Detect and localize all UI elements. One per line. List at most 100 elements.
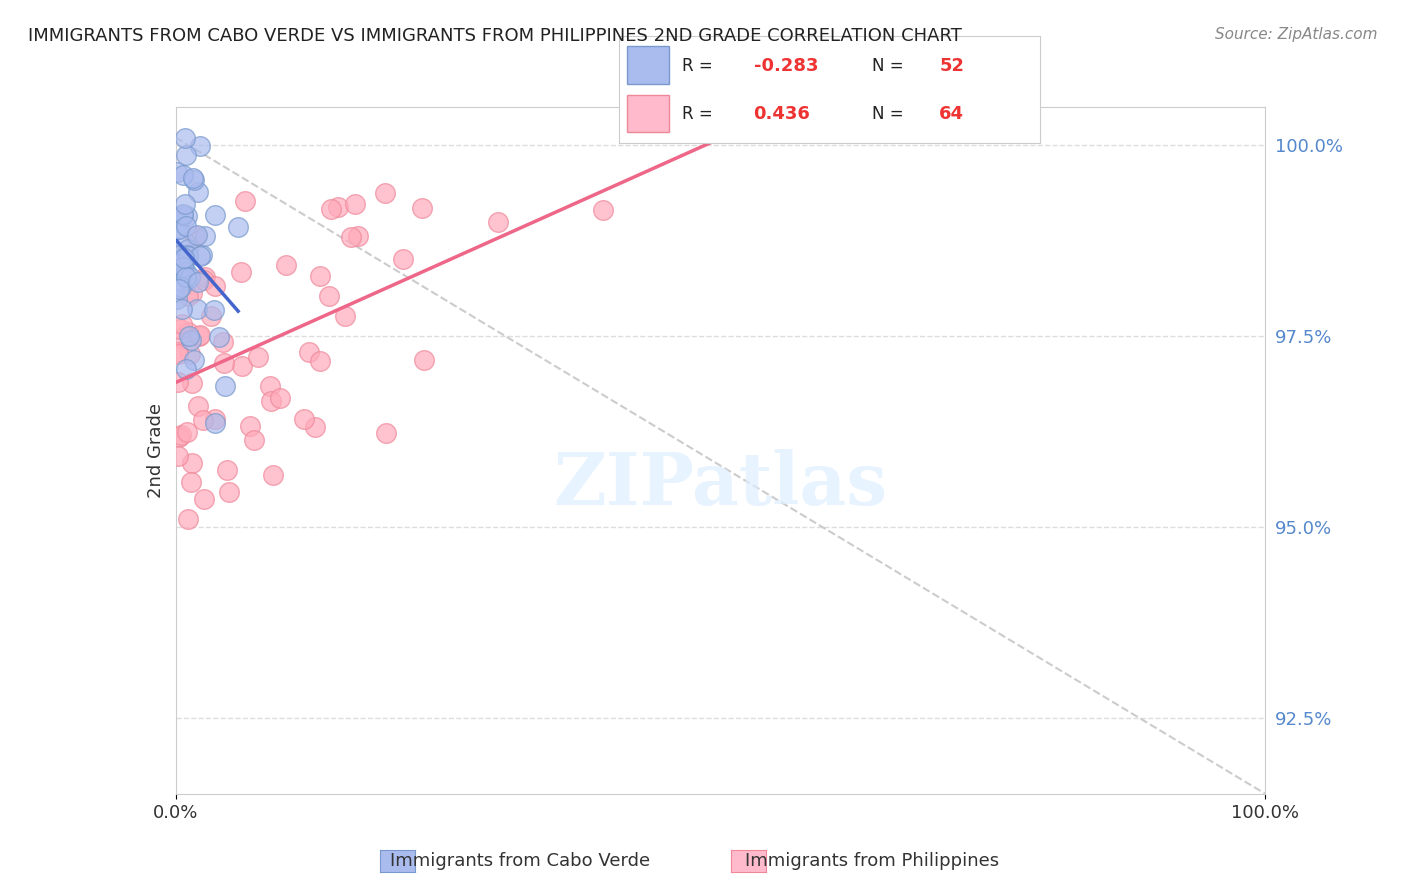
Point	[347, 229, 370, 244]
Point	[592, 203, 614, 218]
Point	[412, 353, 434, 368]
Point	[319, 202, 342, 217]
Point	[167, 347, 190, 361]
Point	[172, 168, 194, 182]
Point	[392, 252, 415, 266]
Point	[204, 412, 226, 426]
Point	[179, 347, 201, 361]
Point	[374, 186, 396, 201]
Point	[328, 200, 350, 214]
Point	[231, 359, 253, 373]
Point	[344, 197, 367, 211]
Point	[180, 475, 202, 490]
Point	[186, 228, 208, 243]
Point	[308, 354, 330, 368]
Point	[169, 248, 191, 262]
Point	[173, 251, 195, 265]
Point	[214, 356, 236, 370]
Point	[167, 331, 190, 345]
Point	[193, 270, 215, 285]
Point	[177, 325, 200, 339]
Point	[191, 248, 214, 262]
Point	[166, 165, 188, 179]
Point	[193, 273, 215, 287]
Point	[318, 289, 340, 303]
Point	[176, 209, 198, 223]
Point	[200, 310, 222, 324]
Point	[204, 278, 226, 293]
Point	[242, 433, 264, 447]
Text: -0.283: -0.283	[754, 57, 818, 75]
Point	[174, 219, 197, 233]
Point	[239, 419, 262, 434]
Point	[172, 260, 194, 274]
Point	[204, 416, 226, 430]
Point	[187, 275, 209, 289]
Point	[188, 249, 211, 263]
Point	[167, 257, 190, 271]
Point	[187, 329, 209, 343]
Point	[229, 265, 252, 279]
Point	[169, 221, 191, 235]
Point	[167, 210, 190, 224]
Point	[294, 412, 316, 426]
Point	[187, 185, 209, 199]
Point	[215, 463, 238, 477]
Point	[169, 261, 191, 276]
Point	[335, 310, 357, 324]
Point	[340, 230, 363, 244]
Point	[167, 430, 190, 444]
Point	[218, 484, 240, 499]
Point	[176, 248, 198, 262]
Point	[177, 512, 200, 526]
Point	[167, 282, 190, 296]
Point	[180, 286, 202, 301]
Point	[174, 148, 197, 162]
Point	[174, 265, 197, 279]
Text: N =: N =	[872, 105, 903, 123]
Point	[169, 322, 191, 336]
Text: IMMIGRANTS FROM CABO VERDE VS IMMIGRANTS FROM PHILIPPINES 2ND GRADE CORRELATION : IMMIGRANTS FROM CABO VERDE VS IMMIGRANTS…	[28, 27, 962, 45]
Point	[204, 208, 226, 222]
Point	[170, 252, 193, 267]
Point	[183, 173, 205, 187]
Point	[177, 249, 200, 263]
Point	[246, 350, 269, 364]
Point	[298, 345, 321, 359]
Point	[190, 138, 212, 153]
Point	[177, 242, 200, 256]
Point	[276, 259, 298, 273]
Point	[260, 394, 283, 409]
Text: Source: ZipAtlas.com: Source: ZipAtlas.com	[1215, 27, 1378, 42]
Point	[167, 375, 190, 389]
Point	[183, 353, 205, 368]
Point	[177, 329, 200, 343]
Point	[172, 208, 194, 222]
Point	[167, 450, 190, 464]
Point	[177, 289, 200, 303]
FancyBboxPatch shape	[627, 46, 669, 84]
Point	[212, 335, 235, 350]
Point	[173, 197, 195, 211]
Text: ZIPatlas: ZIPatlas	[554, 450, 887, 520]
FancyBboxPatch shape	[627, 95, 669, 132]
Text: Immigrants from Philippines: Immigrants from Philippines	[745, 852, 998, 870]
Point	[181, 170, 204, 185]
Point	[411, 202, 433, 216]
Point	[214, 379, 236, 393]
Point	[193, 413, 215, 427]
Point	[176, 361, 198, 376]
Point	[170, 302, 193, 317]
Text: R =: R =	[682, 105, 713, 123]
Point	[166, 292, 188, 306]
Point	[179, 270, 201, 285]
Point	[186, 301, 208, 316]
Point	[226, 219, 249, 234]
Point	[176, 273, 198, 287]
Point	[208, 330, 231, 344]
Point	[170, 428, 193, 442]
Point	[187, 399, 209, 413]
Point	[172, 207, 194, 221]
Point	[188, 327, 211, 342]
Text: Immigrants from Cabo Verde: Immigrants from Cabo Verde	[389, 852, 651, 870]
